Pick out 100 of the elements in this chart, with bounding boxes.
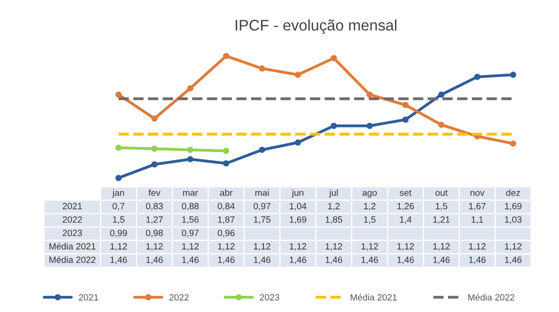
data-label: 1,04 — [290, 202, 306, 210]
point — [366, 91, 373, 98]
data-label: 1,46 — [469, 256, 486, 264]
data-label: 1,12 — [505, 243, 522, 251]
text: 2023 — [62, 230, 82, 236]
data-label: 0,96 — [218, 230, 235, 238]
data-label: 1,85 — [326, 216, 342, 224]
x-tick-label: jan — [112, 189, 124, 198]
point — [294, 139, 302, 146]
point — [474, 74, 480, 80]
data-label: 1,75 — [254, 216, 270, 224]
data-label: 1,12 — [182, 243, 199, 251]
point — [510, 140, 516, 147]
data-label: 1,69 — [290, 216, 306, 224]
data-label: 1,12 — [469, 243, 486, 251]
data-label: 1,46 — [326, 256, 342, 264]
data-label: 1,46 — [110, 256, 127, 264]
data-label: 1,46 — [218, 256, 235, 264]
data-label: 1,12 — [218, 243, 234, 251]
text: 2021 — [62, 202, 82, 210]
data-label: 0,83 — [146, 202, 163, 210]
x-tick-label: ago — [362, 190, 377, 198]
data-label: 0,98 — [146, 230, 163, 238]
data-label: 1,5 — [436, 203, 448, 210]
point — [115, 174, 122, 182]
data-label: 1,46 — [433, 256, 450, 264]
data-label: 0,88 — [182, 202, 199, 210]
point — [402, 102, 409, 108]
legend-label: 2023 — [260, 294, 280, 301]
data-label: 1,87 — [218, 216, 234, 224]
x-tick-label: nov — [470, 190, 484, 196]
text: Média 2022 — [49, 256, 96, 263]
x-tick-label: set — [400, 190, 412, 196]
data-label: 1,46 — [182, 256, 199, 264]
legend-label: 2021 — [78, 294, 98, 301]
legend-label: 2022 — [169, 294, 189, 301]
point — [330, 122, 337, 129]
data-label: 0,7 — [112, 202, 124, 210]
text: Média 2021 — [49, 242, 96, 250]
point — [187, 85, 194, 92]
x-tick-label: abr — [220, 189, 233, 196]
point — [151, 115, 158, 122]
data-label: 1,4 — [400, 216, 412, 224]
data-label: 1,12 — [290, 243, 306, 251]
data-label: 1,03 — [505, 216, 522, 224]
point — [402, 116, 409, 123]
x-tick-label: mai — [255, 189, 269, 196]
legend-label: Média 2022 — [468, 294, 514, 301]
data-label: 1,5 — [112, 216, 124, 224]
data-label: 1,56 — [182, 216, 199, 224]
x-tick-label: fev — [148, 189, 160, 196]
data-label: 1,12 — [397, 243, 414, 251]
data-label: 1,12 — [146, 243, 163, 251]
data-label: 1,2 — [328, 202, 340, 210]
point — [151, 161, 158, 168]
x-tick-label: jul — [329, 189, 338, 198]
point — [187, 146, 194, 153]
data-label: 1,12 — [254, 243, 270, 251]
data-label: 1,69 — [505, 202, 522, 210]
point — [258, 146, 266, 153]
data-label: 1,5 — [364, 216, 376, 224]
data-label: 1,46 — [254, 256, 270, 264]
point — [510, 72, 516, 78]
data-label: 1,46 — [146, 256, 163, 264]
x-tick-label: dez — [506, 189, 520, 196]
data-label: 1,46 — [505, 256, 522, 264]
point — [438, 91, 445, 98]
data-label: 1,46 — [362, 256, 378, 264]
x-tick-label: mar — [183, 190, 198, 196]
data-label: 1,46 — [397, 256, 414, 264]
data-label: 1,2 — [364, 202, 376, 210]
data-label: 1,21 — [433, 216, 450, 224]
data-label: 1,12 — [326, 243, 342, 251]
point — [115, 144, 122, 151]
data-label: 1,26 — [397, 202, 414, 210]
data-label: 0,99 — [110, 230, 127, 238]
data-label: 1,12 — [110, 243, 127, 251]
data-label: 0,97 — [254, 202, 270, 210]
data-label: 0,84 — [218, 202, 235, 210]
point — [115, 91, 122, 98]
point — [258, 65, 266, 72]
data-label: 1,1 — [472, 216, 484, 224]
point — [294, 72, 302, 78]
legend-label: Média 2021 — [350, 294, 397, 301]
data-label: 0,97 — [182, 230, 199, 238]
point — [438, 122, 445, 128]
point — [330, 54, 337, 62]
chart-title: IPCF - evolução mensal — [236, 19, 396, 34]
data-label: 1,12 — [433, 243, 450, 251]
point — [223, 148, 230, 154]
point — [151, 146, 158, 152]
point — [187, 156, 194, 162]
point — [366, 122, 373, 129]
x-tick-label: jun — [292, 189, 304, 198]
x-tick-label: out — [435, 190, 448, 196]
text: 2022 — [62, 216, 82, 223]
data-label: 1,27 — [146, 216, 163, 224]
data-label: 1,46 — [290, 256, 306, 264]
point — [223, 52, 230, 60]
data-label: 1,67 — [469, 202, 486, 210]
